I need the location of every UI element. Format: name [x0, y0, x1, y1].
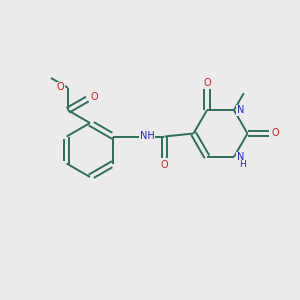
Text: O: O	[203, 77, 211, 88]
Text: O: O	[90, 92, 98, 102]
Text: NH: NH	[140, 131, 155, 141]
Text: O: O	[160, 160, 168, 170]
Text: N: N	[237, 105, 244, 115]
Text: H: H	[239, 160, 246, 169]
Text: O: O	[57, 82, 64, 92]
Text: O: O	[271, 128, 279, 139]
Text: N: N	[237, 152, 244, 163]
